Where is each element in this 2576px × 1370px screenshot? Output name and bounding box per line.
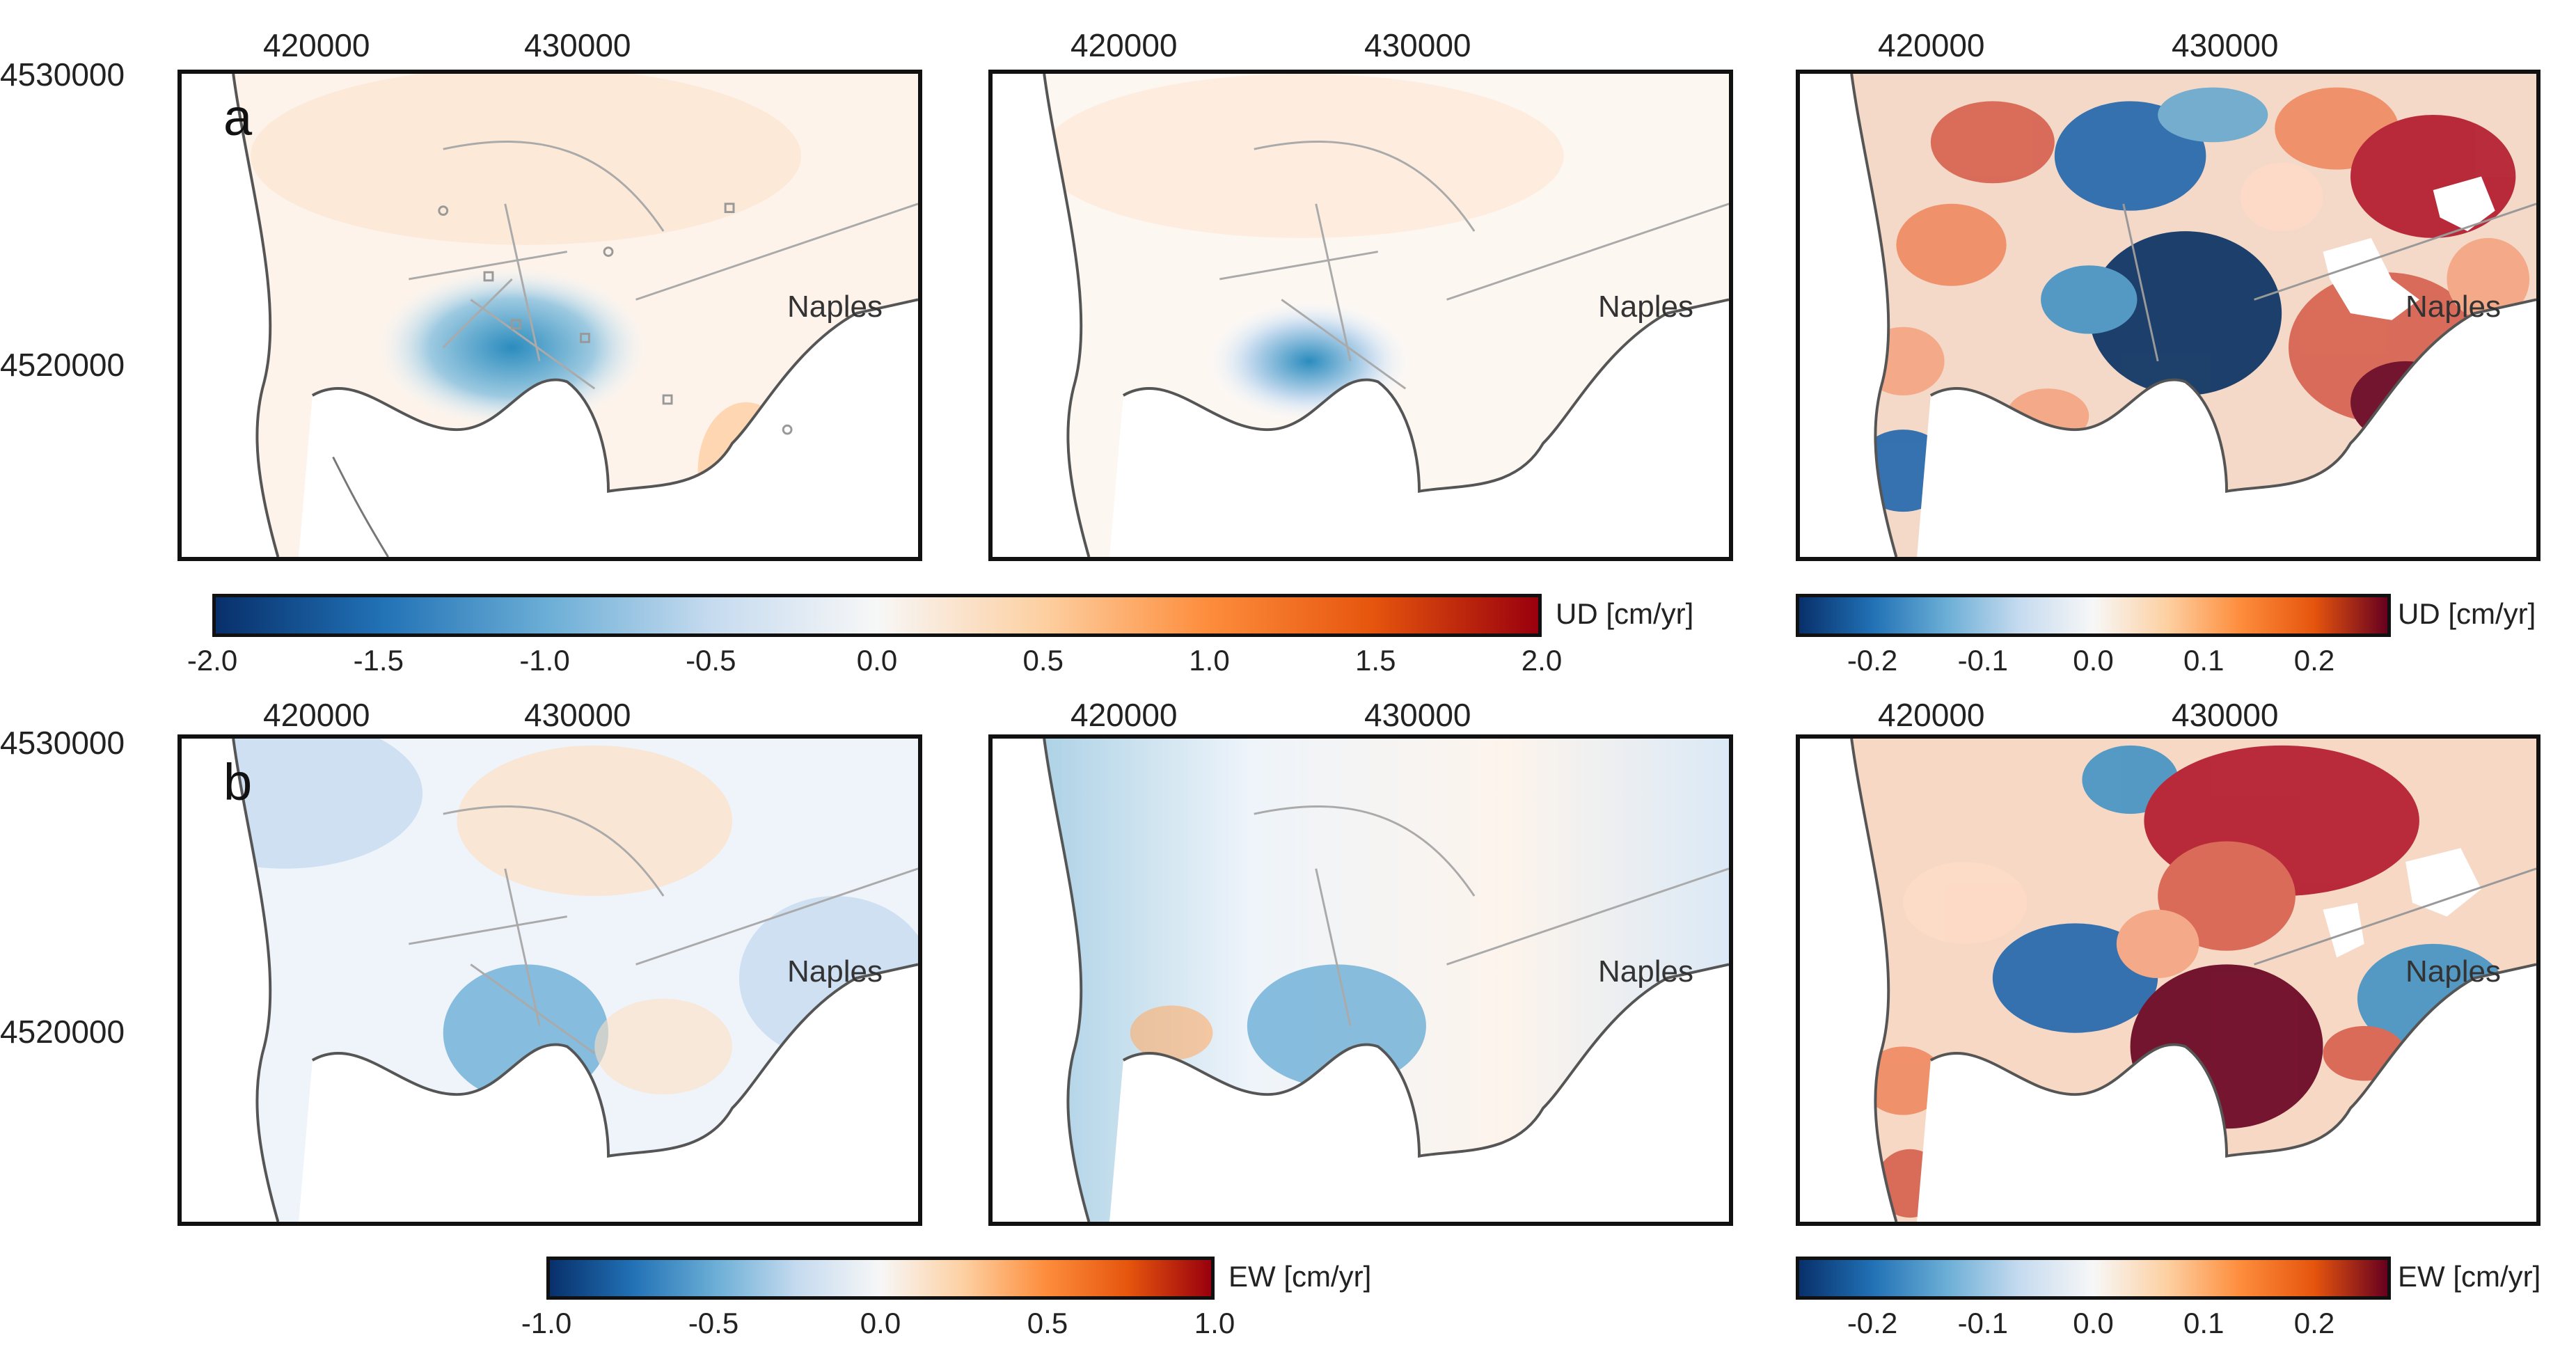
map-svg-a2: [993, 74, 1729, 557]
x-tick-420000-b1: 420000: [263, 697, 370, 733]
x-tick-430000-a1: 430000: [524, 27, 631, 63]
map-panel-a3: Naples: [1796, 70, 2541, 561]
y-tick-4530000-b: 4530000: [0, 725, 125, 761]
colorbar-tick-label: -2.0: [187, 644, 238, 677]
colorbar-tick-label: 0.1: [2183, 644, 2225, 677]
map-svg-b3: [1800, 739, 2536, 1222]
panel-letter-b: b: [223, 753, 253, 811]
colorbar-ew-main-label: EW [cm/yr]: [1228, 1260, 1372, 1293]
map-svg-b2: [993, 739, 1729, 1222]
x-tick-420000-a2: 420000: [1070, 27, 1178, 63]
colorbar-tick-label: -0.1: [1957, 1307, 2008, 1339]
colorbar-tick-label: 2.0: [1521, 644, 1563, 677]
x-tick-430000-b2: 430000: [1364, 697, 1471, 733]
map-svg-a1: [182, 74, 918, 557]
y-tick-4520000-a: 4520000: [0, 347, 125, 383]
city-label-b3: Naples: [2405, 954, 2501, 989]
colorbar-tick-label: -0.2: [1847, 1307, 1898, 1339]
city-label-a3: Naples: [2405, 290, 2501, 324]
colorbar-ew-resid-label: EW [cm/yr]: [2398, 1260, 2541, 1293]
x-tick-430000-a2: 430000: [1364, 27, 1471, 63]
x-tick-420000-a1: 420000: [263, 27, 370, 63]
map-svg-b1: [182, 739, 918, 1222]
x-tick-420000-b2: 420000: [1070, 697, 1178, 733]
map-panel-b1: b Naples: [177, 734, 922, 1226]
colorbar-tick-label: -0.5: [688, 1307, 739, 1339]
city-label-b2: Naples: [1598, 954, 1693, 989]
map-panel-b3: Naples: [1796, 734, 2541, 1226]
city-label-a2: Naples: [1598, 290, 1693, 324]
map-svg-a3: [1800, 74, 2536, 557]
colorbar-ew-resid: [1796, 1257, 2391, 1300]
x-tick-420000-a3: 420000: [1878, 27, 1985, 63]
colorbar-ud-resid-label: UD [cm/yr]: [2398, 597, 2536, 630]
panel-letter-a: a: [223, 88, 253, 146]
city-label-b1: Naples: [787, 954, 883, 989]
map-panel-a1: a Naples: [177, 70, 922, 561]
map-panel-a2: Naples: [988, 70, 1733, 561]
colorbar-tick-label: 1.5: [1355, 644, 1396, 677]
x-tick-420000-b3: 420000: [1878, 697, 1985, 733]
colorbar-ud-main-label: UD [cm/yr]: [1556, 597, 1694, 630]
colorbar-tick-label: 0.1: [2183, 1307, 2225, 1339]
x-tick-430000-a3: 430000: [2172, 27, 2279, 63]
y-tick-4530000-a: 4530000: [0, 56, 125, 93]
colorbar-tick-label: 0.0: [860, 1307, 901, 1339]
x-tick-430000-b3: 430000: [2172, 697, 2279, 733]
colorbar-ew-main: [546, 1257, 1215, 1300]
colorbar-ud-resid: [1796, 594, 2391, 637]
colorbar-tick-label: 0.5: [1022, 644, 1064, 677]
colorbar-tick-label: 0.2: [2293, 1307, 2335, 1339]
y-tick-4520000-b: 4520000: [0, 1014, 125, 1050]
colorbar-tick-label: 1.0: [1189, 644, 1230, 677]
colorbar-tick-label: 0.0: [2073, 1307, 2114, 1339]
colorbar-tick-label: 0.0: [856, 644, 898, 677]
colorbar-tick-label: 0.5: [1027, 1307, 1068, 1339]
colorbar-tick-label: 1.0: [1194, 1307, 1235, 1339]
colorbar-tick-label: -1.0: [521, 1307, 572, 1339]
colorbar-tick-label: 0.2: [2293, 644, 2335, 677]
city-label-a1: Naples: [787, 290, 883, 324]
colorbar-ud-main: [212, 594, 1542, 637]
colorbar-tick-label: -1.5: [353, 644, 404, 677]
colorbar-tick-label: -0.5: [686, 644, 736, 677]
x-tick-430000-b1: 430000: [524, 697, 631, 733]
colorbar-tick-label: -0.2: [1847, 644, 1898, 677]
colorbar-tick-label: -1.0: [519, 644, 570, 677]
colorbar-tick-label: -0.1: [1957, 644, 2008, 677]
map-panel-b2: Naples: [988, 734, 1733, 1226]
colorbar-tick-label: 0.0: [2073, 644, 2114, 677]
